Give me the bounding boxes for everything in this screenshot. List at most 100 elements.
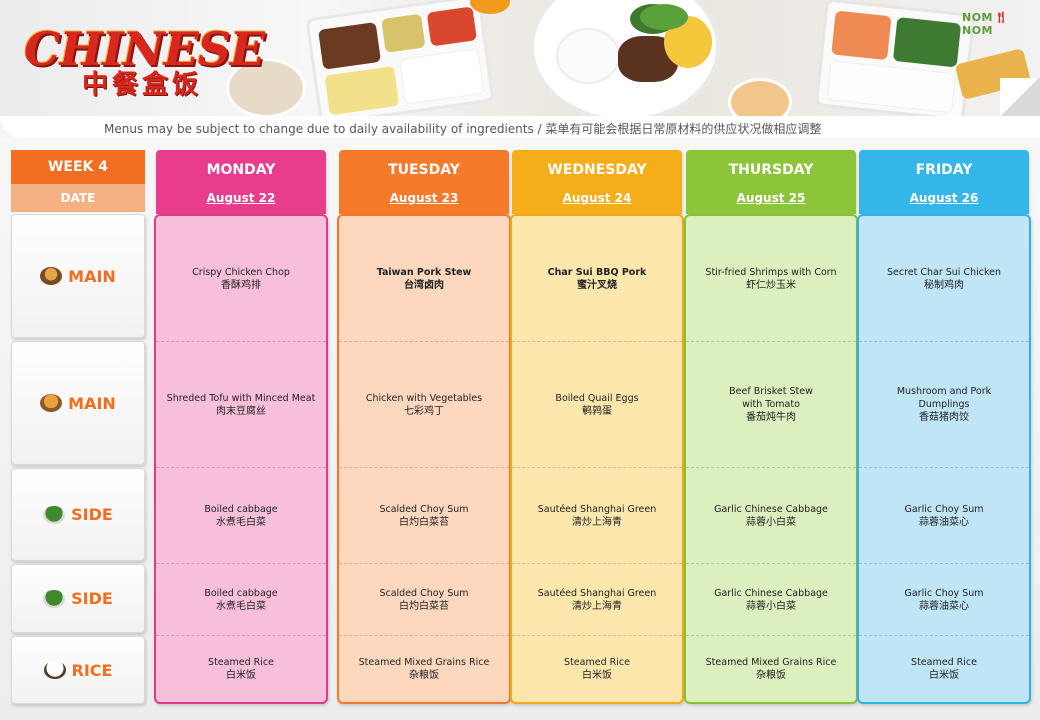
menu-cell: Taiwan Pork Stew 台湾卤肉 <box>339 216 509 342</box>
dish-name-zh: 水煮毛白菜 <box>216 600 266 612</box>
menu-cell: Scalded Choy Sum 白灼白菜苔 <box>339 564 509 636</box>
dish-name-en: Chicken with Vegetables <box>365 392 483 404</box>
sauce-bowl-image <box>728 78 792 116</box>
dish-name-zh: 杂粮饭 <box>409 670 439 681</box>
dish-name-zh: 蒜蓉小白菜 <box>746 516 796 528</box>
date-label: DATE <box>11 184 145 212</box>
menu-cell: Garlic Choy Sum 蒜蓉油菜心 <box>859 564 1029 636</box>
menu-cell: Sautéed Shanghai Green 清炒上海青 <box>512 564 682 636</box>
day-name: MONDAY <box>206 162 276 178</box>
row-label-side-2: SIDE <box>11 564 145 633</box>
dish-name-en: Steamed Mixed Grains Rice <box>358 657 490 668</box>
row-label-side-1: SIDE <box>11 468 145 561</box>
logo-title: CHINESE <box>24 22 265 76</box>
fries-bowl-icon <box>40 394 63 412</box>
dish-name-en: Garlic Chinese Cabbage <box>714 587 828 599</box>
dish-name-zh: 肉末豆腐丝 <box>216 405 266 417</box>
dish-name-zh: 白米饭 <box>226 670 256 681</box>
dish-name-zh: 蜜汁叉烧 <box>577 279 617 291</box>
dish-name-en: Taiwan Pork Stew <box>376 266 472 278</box>
dish-name-en: Steamed Rice <box>208 657 274 668</box>
menu-cell: Beef Brisket Stew with Tomato 番茄炖牛肉 <box>686 342 856 468</box>
row-label-text: RICE <box>71 660 113 680</box>
day-header-friday: FRIDAY August 26 <box>859 150 1029 214</box>
dish-name-zh: 香酥鸡排 <box>221 279 261 291</box>
menu-cell: Char Sui BBQ Pork 蜜汁叉烧 <box>512 216 682 342</box>
dish-name-en: Sautéed Shanghai Green <box>537 587 657 599</box>
week-label: WEEK 4 <box>11 150 145 184</box>
dish-name-en: Garlic Choy Sum <box>904 587 984 599</box>
rice-bowl-icon <box>43 661 66 679</box>
page-fold-corner <box>1000 78 1040 116</box>
brand-right: NOM <box>962 24 994 37</box>
dish-name-zh: 虾仁炒玉米 <box>746 279 796 291</box>
menu-cell: Sautéed Shanghai Green 清炒上海青 <box>512 468 682 564</box>
menu-cell: Garlic Chinese Cabbage 蒜蓉小白菜 <box>686 564 856 636</box>
row-label-text: SIDE <box>71 505 113 524</box>
day-menu-tuesday: Taiwan Pork Stew 台湾卤肉 Chicken with Vegetab… <box>337 214 511 704</box>
lunch-tray-image <box>305 0 495 116</box>
day-date: August 23 <box>389 191 459 205</box>
dish-name-zh: 杂粮饭 <box>756 670 786 681</box>
day-header-monday: MONDAY August 22 <box>156 150 326 214</box>
day-menu-thursday: Stir-fried Shrimps with Corn 虾仁炒玉米 Beef Br… <box>684 214 858 704</box>
greens-image <box>640 4 688 30</box>
menu-cell: Scalded Choy Sum 白灼白菜苔 <box>339 468 509 564</box>
row-label-rice: RICE <box>11 636 145 704</box>
row-label-text: MAIN <box>68 393 116 413</box>
day-date: August 26 <box>909 191 979 205</box>
dish-name-zh: 蒜蓉小白菜 <box>746 600 796 612</box>
logo-chinese-title: 中餐盒饭 <box>82 70 203 100</box>
menu-cell: Secret Char Sui Chicken 秘制鸡肉 <box>859 216 1029 342</box>
menu-cell: Steamed Rice 白米饭 <box>859 636 1029 702</box>
greens-bowl-icon <box>43 505 66 524</box>
dish-name-zh: 白灼白菜苔 <box>399 516 449 528</box>
day-header-tuesday: TUESDAY August 23 <box>339 150 509 214</box>
dish-name-en: Garlic Chinese Cabbage <box>714 503 828 515</box>
day-header-thursday: THURSDAY August 25 <box>686 150 856 214</box>
dish-name-en: Scalded Choy Sum <box>379 503 469 515</box>
day-name: FRIDAY <box>915 162 973 178</box>
day-date: August 22 <box>206 191 276 205</box>
row-label-main-1: MAIN <box>11 214 145 338</box>
dish-name-en: Garlic Choy Sum <box>904 503 984 515</box>
menu-cell: Boiled cabbage 水煮毛白菜 <box>156 468 326 564</box>
dish-name-en: Steamed Rice <box>564 657 630 668</box>
dish-name-en: Steamed Rice <box>911 657 977 668</box>
lunch-tray-image-2 <box>814 0 976 116</box>
dish-name-en: Boiled cabbage <box>204 587 278 599</box>
menu-cell: Shreded Tofu with Minced Meat 肉末豆腐丝 <box>156 342 326 468</box>
menu-cell: Garlic Choy Sum 蒜蓉油菜心 <box>859 468 1029 564</box>
dish-name-zh: 白米饭 <box>582 670 612 681</box>
dish-name-zh: 番茄炖牛肉 <box>746 412 796 423</box>
dish-name-en: Crispy Chicken Chop <box>192 266 290 278</box>
fried-chicken-bowl-icon <box>40 267 63 285</box>
dish-name-en: Boiled Quail Eggs <box>555 392 639 404</box>
dish-name-zh: 清炒上海青 <box>572 516 622 528</box>
header-banner <box>0 0 1040 116</box>
row-label-text: SIDE <box>71 589 113 608</box>
row-label-main-2: MAIN <box>11 341 145 465</box>
menu-cell: Garlic Chinese Cabbage 蒜蓉小白菜 <box>686 468 856 564</box>
dish-name-zh: 鹌鹑蛋 <box>582 405 612 417</box>
dish-name-en: Scalded Choy Sum <box>379 587 469 599</box>
day-menu-monday: Crispy Chicken Chop 香酥鸡排 Shreded Tofu with… <box>154 214 328 704</box>
greens-bowl-icon <box>43 589 66 608</box>
dish-name-zh: 水煮毛白菜 <box>216 516 266 528</box>
menu-cell: Steamed Mixed Grains Rice 杂粮饭 <box>686 636 856 702</box>
menu-cell: Mushroom and Pork Dumplings 香菇猪肉饺 <box>859 342 1029 468</box>
day-name: TUESDAY <box>388 162 460 178</box>
dish-name-en: Char Sui BBQ Pork <box>547 266 647 278</box>
orange-slice-image <box>470 0 510 14</box>
menu-cell: Stir-fried Shrimps with Corn 虾仁炒玉米 <box>686 216 856 342</box>
day-name: WEDNESDAY <box>547 162 647 178</box>
dish-name-zh: 白灼白菜苔 <box>399 600 449 612</box>
soup-bowl-image <box>226 58 306 116</box>
dish-name-en: Steamed Mixed Grains Rice <box>705 657 837 668</box>
menu-cell: Crispy Chicken Chop 香酥鸡排 <box>156 216 326 342</box>
dish-name-zh: 香菇猪肉饺 <box>919 412 969 423</box>
dish-name-zh: 七彩鸡丁 <box>404 405 444 417</box>
dish-name-en: Stir-fried Shrimps with Corn <box>705 266 837 278</box>
menu-cell: Chicken with Vegetables 七彩鸡丁 <box>339 342 509 468</box>
brand-logo: NOM🍴︎NOM <box>962 11 1040 37</box>
